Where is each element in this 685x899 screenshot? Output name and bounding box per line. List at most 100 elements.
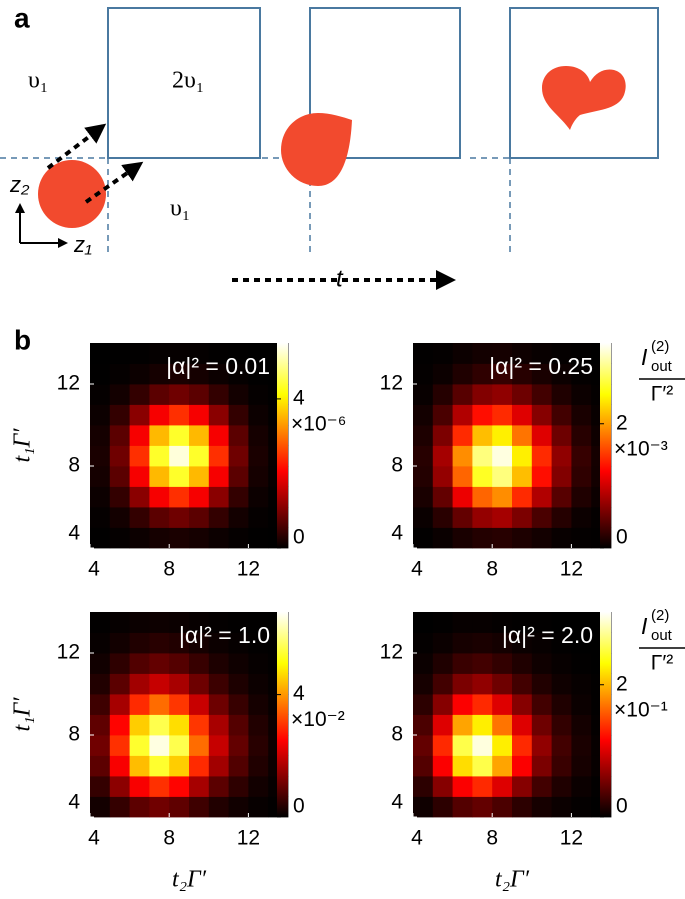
heatmap-cell (189, 404, 210, 426)
heatmap-cell (452, 714, 473, 736)
heatmap-cell (413, 653, 434, 674)
heatmap-cell (189, 425, 210, 446)
heatmap-cell (149, 445, 170, 467)
heatmap-cell (169, 445, 190, 467)
heatmap-cell (169, 694, 190, 715)
heatmap-cell (248, 363, 269, 385)
heatmap-cell (149, 612, 170, 633)
heatmap-cell (432, 363, 453, 385)
heatmap-cell (228, 755, 249, 777)
x-tick-label: 8 (163, 558, 175, 581)
heatmap-cell (472, 384, 493, 405)
heatmap (413, 612, 612, 818)
region-label: υ₁ (28, 68, 48, 94)
heatmap-cell (169, 714, 190, 736)
heatmap-cell (432, 425, 453, 446)
x-tick-label: 4 (88, 827, 100, 850)
heatmap-cell (492, 445, 513, 467)
heatmap-cell (149, 755, 170, 777)
heatmap-cell (452, 632, 473, 654)
heatmap-cell (571, 694, 592, 715)
heatmap-cell (129, 425, 150, 446)
y-tick-label: 8 (391, 454, 403, 477)
heatmap-cell (512, 425, 533, 446)
heatmap-cell (189, 507, 210, 528)
heatmap-cell (512, 632, 533, 654)
heatmap-cell (472, 343, 493, 364)
heatmap-cell (413, 507, 434, 528)
y-tick-label: 8 (68, 454, 80, 477)
heatmap-cell (551, 384, 572, 405)
heatmap-cell (169, 507, 190, 528)
heatmap-cell (512, 363, 533, 385)
heatmap-cell (413, 343, 434, 364)
heatmap-cell (149, 486, 170, 508)
heatmap-cell (189, 735, 210, 756)
heatmap-cell (413, 735, 434, 756)
heatmap-cell (571, 486, 592, 508)
heatmap-cell (531, 384, 552, 405)
heatmap-cell (571, 384, 592, 405)
heatmap-cell (531, 445, 552, 467)
heatmap-cell (109, 653, 130, 674)
heatmap-cell (189, 445, 210, 467)
colorbar-tick-label: 0 (616, 526, 628, 549)
colorbar-label-subscript: out (651, 358, 673, 375)
heatmap-cell (531, 735, 552, 756)
heatmap-cell (189, 714, 210, 736)
heatmap-cell (109, 776, 130, 797)
arrow (84, 161, 144, 204)
heatmap-cell (512, 694, 533, 715)
heatmap-cell (129, 612, 150, 633)
heatmap-cell (129, 445, 150, 467)
heatmap-cell (90, 343, 111, 364)
heatmap-cell (531, 694, 552, 715)
heatmap-cell (109, 673, 130, 695)
heatmap-cell (472, 404, 493, 426)
chart-title: |α|² = 1.0 (179, 622, 270, 648)
heatmap-cell (90, 425, 111, 446)
y-tick-label: 4 (68, 522, 80, 545)
heatmap-cell (531, 755, 552, 777)
boundary (0, 157, 109, 252)
heatmap-cell (149, 694, 170, 715)
heatmap-cell (129, 735, 150, 756)
heatmap-cell (129, 673, 150, 695)
heatmap-cell (531, 673, 552, 695)
square (107, 7, 261, 159)
heatmap-cell (551, 425, 572, 446)
heatmap-cell (452, 486, 473, 508)
heatmap-cell (228, 363, 249, 385)
colorbar-label-symbol: I (641, 613, 648, 639)
heatmap-cell (149, 527, 170, 549)
x-tick-label: 8 (486, 827, 498, 850)
heatmap (90, 343, 289, 549)
heatmap-cell (472, 632, 493, 654)
region-label: υ₁ (170, 196, 190, 222)
heatmap-cell (571, 714, 592, 736)
heatmap-cell (551, 735, 572, 756)
heatmap-cell (189, 466, 210, 487)
heatmap-cell (413, 404, 434, 426)
heatmap-cell (413, 466, 434, 487)
y-tick-label: 4 (391, 791, 403, 814)
heatmap-cell (149, 363, 170, 385)
heatmap-cell (228, 404, 249, 426)
heatmap-cell (531, 343, 552, 364)
heatmap-cell (90, 714, 111, 736)
heatmap-cell (189, 632, 210, 654)
colorbar-exponent: ×10⁻⁶ (291, 412, 346, 435)
colorbar-label-denominator: Γ′² (651, 652, 674, 675)
heatmap-cell (169, 466, 190, 487)
heatmap-cell (169, 673, 190, 695)
chart-title: |α|² = 2.0 (502, 622, 593, 648)
heatmap-cell (189, 527, 210, 549)
heatmap-cell (129, 486, 150, 508)
square (309, 7, 461, 159)
axes-icon (15, 203, 68, 248)
heatmap-cell (189, 486, 210, 508)
heatmap-cell (432, 714, 453, 736)
heatmap-cell (189, 755, 210, 777)
heatmap-cell (228, 673, 249, 695)
heatmap-cell (492, 714, 513, 736)
